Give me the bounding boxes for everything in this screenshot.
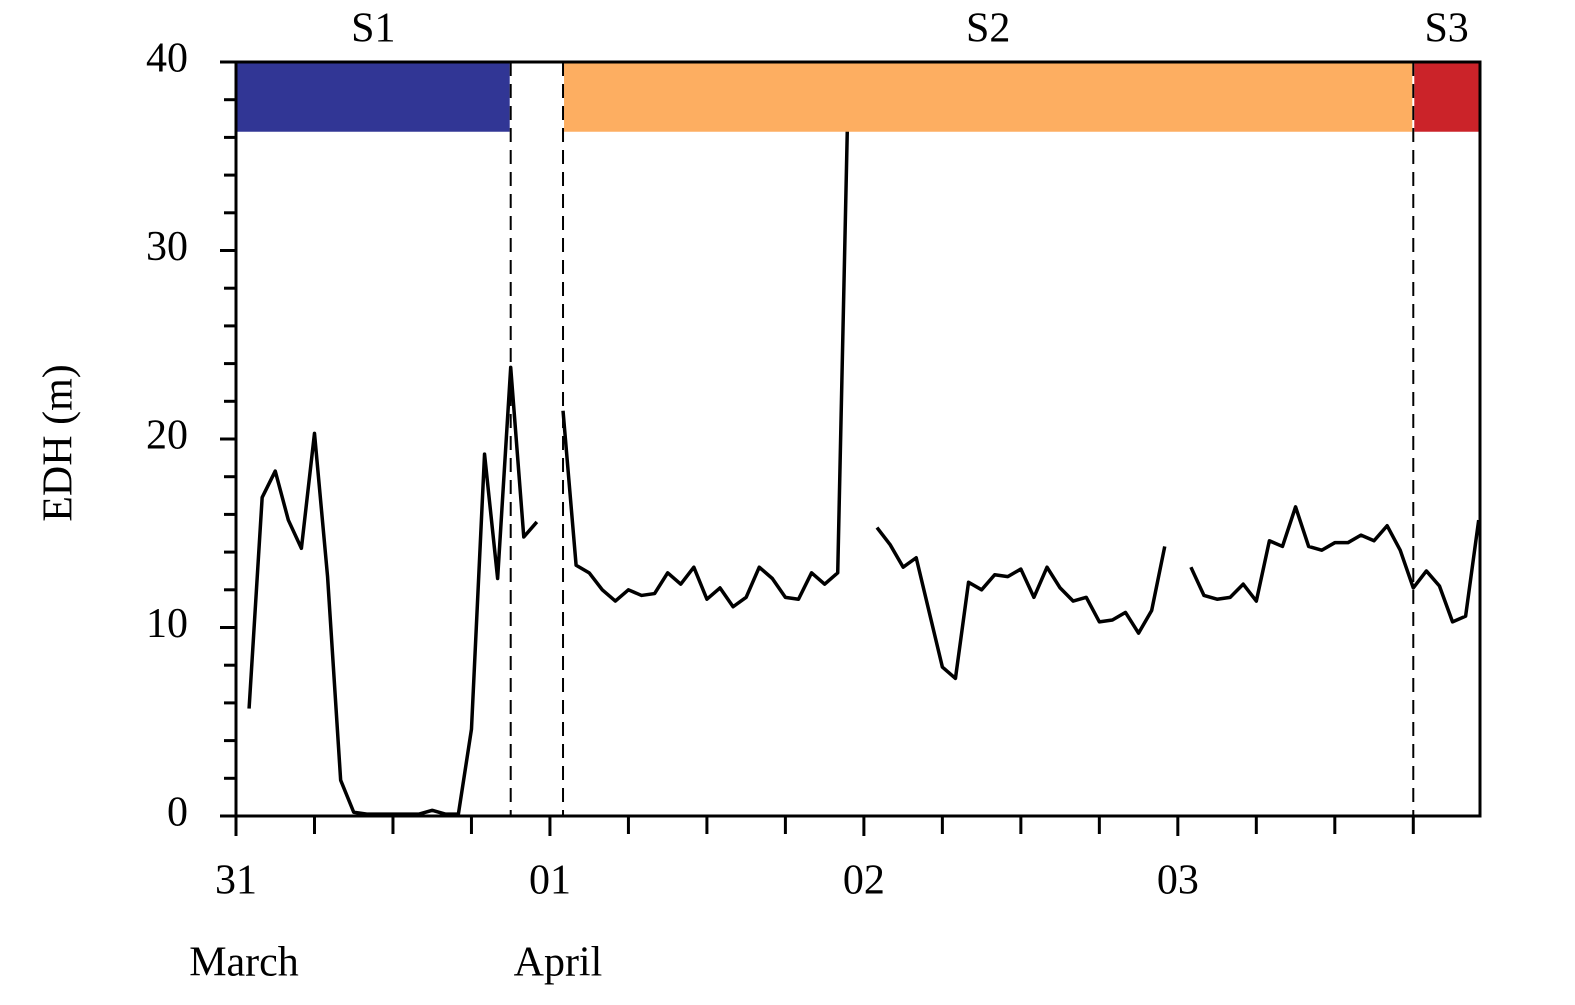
plot-area — [247, 62, 1480, 816]
plot-frame — [234, 60, 1482, 818]
stage-label: S3 — [1424, 6, 1468, 52]
x-tick-label: 01 — [529, 858, 571, 904]
y-tick-label: 0 — [167, 790, 188, 836]
stage-bar — [564, 62, 1413, 132]
y-tick-label: 10 — [146, 601, 188, 647]
stage-bar — [237, 62, 510, 132]
month-label: April — [514, 940, 603, 986]
y-tick-label: 40 — [146, 36, 188, 82]
stage-label: S1 — [351, 6, 395, 52]
stage-bar — [1414, 62, 1479, 132]
data-line — [247, 62, 1480, 816]
x-tick-label: 02 — [843, 858, 885, 904]
x-tick-label: 03 — [1157, 858, 1199, 904]
month-label: March — [189, 940, 299, 986]
y-axis-label: EDH (m) — [36, 364, 82, 521]
x-tick-label: 31 — [215, 858, 257, 904]
y-tick-label: 20 — [146, 413, 188, 459]
y-tick-label: 30 — [146, 224, 188, 270]
stage-label: S2 — [966, 6, 1010, 52]
